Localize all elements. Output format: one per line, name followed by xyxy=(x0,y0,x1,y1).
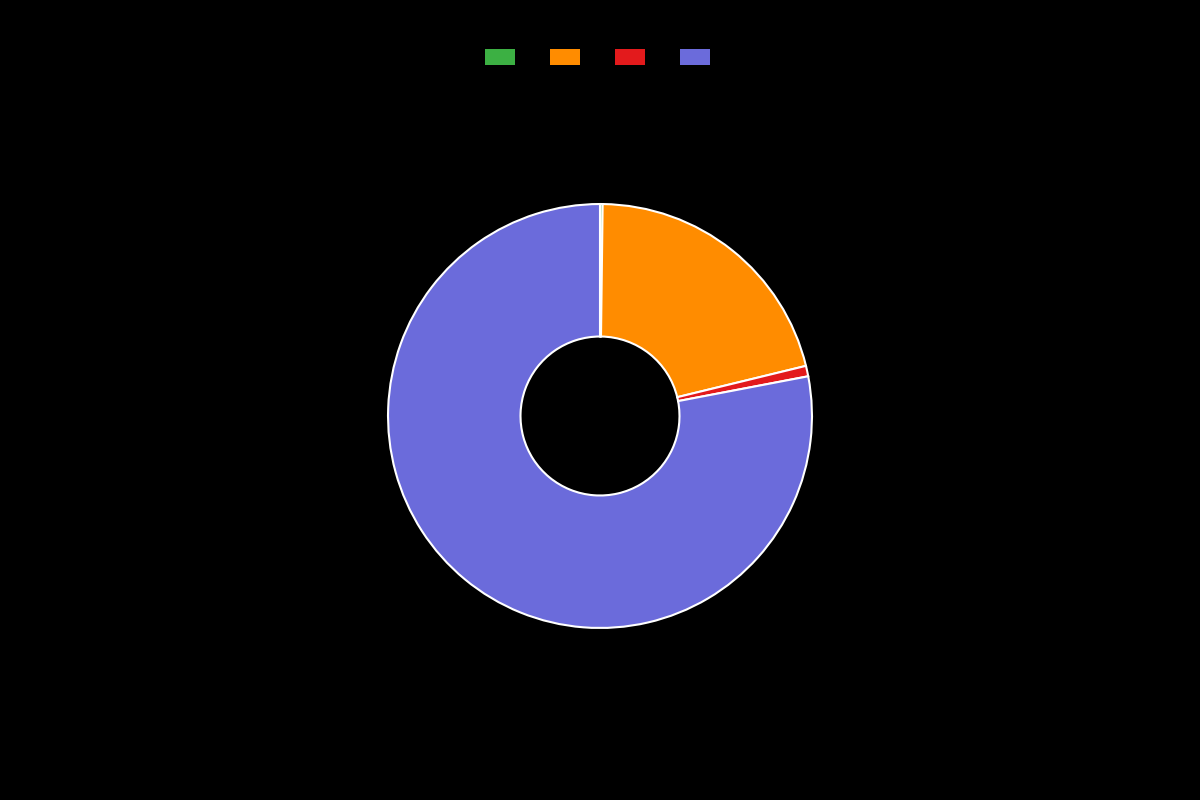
Legend: , , , : , , , xyxy=(479,42,721,73)
Wedge shape xyxy=(677,366,809,401)
Wedge shape xyxy=(601,204,806,398)
Wedge shape xyxy=(388,204,812,628)
Wedge shape xyxy=(600,204,602,337)
